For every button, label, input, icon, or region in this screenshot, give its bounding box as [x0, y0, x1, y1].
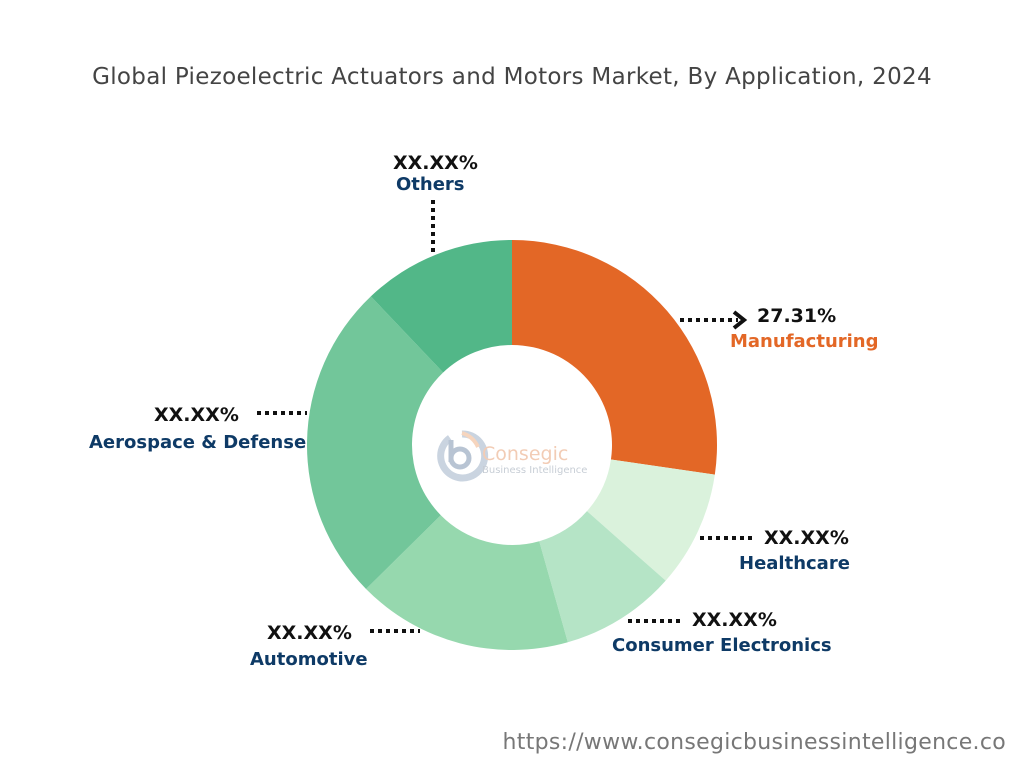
- category-label-others: Others: [396, 174, 465, 195]
- value-label-manufacturing: 27.31%: [757, 305, 837, 327]
- slice-consumer-electronics: [539, 511, 666, 643]
- slice-healthcare: [586, 459, 715, 581]
- slice-manufacturing: [512, 240, 717, 475]
- slice-aerospace-defense: [307, 296, 444, 589]
- category-label-consumer-electronics: Consumer Electronics: [612, 635, 832, 656]
- category-label-aerospace: Aerospace & Defense: [89, 432, 307, 453]
- value-label-others: XX.XX%: [393, 152, 478, 174]
- chart-title: Global Piezoelectric Actuators and Motor…: [92, 64, 932, 90]
- arrowhead-icon: [732, 310, 748, 330]
- slice-automotive: [366, 515, 568, 650]
- consegic-logo: Consegic Business Intelligence: [437, 430, 587, 482]
- svg-text:Business Intelligence: Business Intelligence: [482, 465, 587, 476]
- slice-others: [370, 240, 512, 373]
- category-label-automotive: Automotive: [250, 649, 368, 670]
- value-label-automotive: XX.XX%: [267, 622, 352, 644]
- svg-text:Consegic: Consegic: [482, 443, 568, 465]
- source-url: https://www.consegicbusinessintelligence…: [502, 730, 1006, 755]
- category-label-manufacturing: Manufacturing: [730, 331, 879, 352]
- value-label-consumer-electronics: XX.XX%: [692, 609, 777, 631]
- category-label-healthcare: Healthcare: [739, 553, 850, 574]
- value-label-aerospace: XX.XX%: [154, 404, 239, 426]
- value-label-healthcare: XX.XX%: [764, 527, 849, 549]
